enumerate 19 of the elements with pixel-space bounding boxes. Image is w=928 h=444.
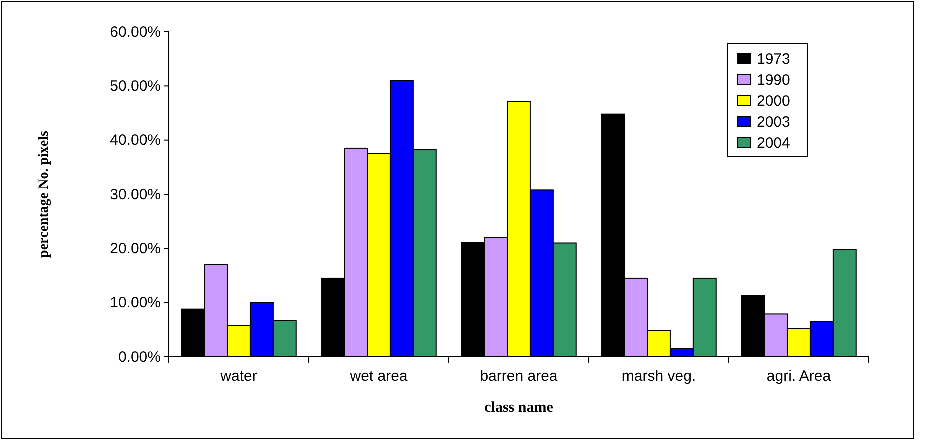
x-tick-label: agri. Area: [766, 368, 832, 385]
legend-label: 1973: [757, 51, 790, 68]
legend-label: 2004: [757, 135, 790, 152]
legend-label: 2000: [757, 93, 790, 110]
y-tick-label: 60.00%: [110, 24, 161, 41]
y-tick-label: 30.00%: [110, 186, 161, 204]
legend-label: 1990: [757, 72, 790, 89]
y-tick-label: 0.00%: [118, 348, 161, 366]
y-tick-label: 40.00%: [110, 132, 161, 150]
x-tick-label: barren area: [480, 368, 558, 385]
x-tick-label: wet area: [349, 368, 408, 385]
x-tick-label: marsh veg.: [622, 368, 696, 385]
x-tick-label: water: [220, 368, 258, 385]
y-tick-label: 50.00%: [110, 78, 161, 95]
y-tick-label: 20.00%: [110, 240, 161, 258]
y-axis-title: percentage No. pixels: [37, 130, 52, 258]
x-axis-title: class name: [484, 400, 554, 416]
y-tick-label: 10.00%: [110, 294, 161, 312]
legend-label: 2003: [757, 114, 790, 131]
